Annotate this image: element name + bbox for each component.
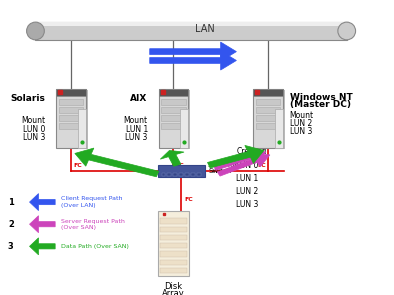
Text: LUN 3: LUN 3 — [290, 127, 312, 136]
FancyBboxPatch shape — [253, 88, 282, 148]
FancyBboxPatch shape — [161, 90, 190, 149]
Text: Windows NT: Windows NT — [290, 93, 352, 102]
Text: FC: FC — [184, 197, 193, 202]
Text: Mount: Mount — [124, 117, 148, 125]
Ellipse shape — [338, 22, 355, 40]
Text: 3: 3 — [8, 242, 14, 251]
Bar — [35, 22, 347, 26]
Text: Server Request Path
(Over SAN): Server Request Path (Over SAN) — [61, 219, 125, 230]
Text: 1: 1 — [8, 198, 14, 206]
FancyBboxPatch shape — [160, 235, 187, 240]
FancyBboxPatch shape — [56, 88, 85, 148]
FancyBboxPatch shape — [167, 173, 171, 176]
Text: SAN Hub/: SAN Hub/ — [208, 162, 241, 168]
Text: LAN: LAN — [195, 24, 215, 35]
Text: Mount: Mount — [290, 111, 314, 119]
FancyBboxPatch shape — [56, 88, 85, 96]
FancyBboxPatch shape — [256, 115, 281, 121]
Bar — [35, 22, 347, 40]
Text: (Master DC): (Master DC) — [290, 100, 351, 109]
FancyBboxPatch shape — [160, 227, 187, 232]
Polygon shape — [75, 148, 159, 177]
Polygon shape — [214, 150, 266, 170]
Polygon shape — [30, 216, 55, 233]
Ellipse shape — [26, 22, 44, 40]
FancyBboxPatch shape — [256, 123, 281, 129]
FancyBboxPatch shape — [58, 107, 84, 113]
FancyBboxPatch shape — [179, 173, 183, 176]
Text: Data Path (Over SAN): Data Path (Over SAN) — [61, 244, 129, 249]
FancyBboxPatch shape — [185, 173, 189, 176]
FancyBboxPatch shape — [160, 268, 187, 273]
Polygon shape — [150, 51, 236, 70]
FancyBboxPatch shape — [256, 99, 281, 105]
FancyBboxPatch shape — [275, 109, 282, 148]
FancyBboxPatch shape — [58, 115, 84, 121]
FancyBboxPatch shape — [161, 107, 186, 113]
FancyBboxPatch shape — [253, 88, 282, 96]
Polygon shape — [208, 145, 264, 168]
FancyBboxPatch shape — [158, 88, 188, 148]
Text: FC: FC — [73, 163, 82, 168]
Text: FC: FC — [175, 163, 184, 168]
FancyBboxPatch shape — [173, 173, 177, 176]
FancyBboxPatch shape — [161, 99, 186, 105]
FancyBboxPatch shape — [191, 173, 195, 176]
FancyBboxPatch shape — [158, 165, 205, 177]
FancyBboxPatch shape — [161, 123, 186, 129]
FancyBboxPatch shape — [255, 90, 284, 149]
Text: LUN 2: LUN 2 — [290, 119, 312, 128]
Text: Created
LUN 0
LUN 1
LUN 2
LUN 3: Created LUN 0 LUN 1 LUN 2 LUN 3 — [236, 148, 267, 209]
FancyBboxPatch shape — [58, 99, 84, 105]
FancyBboxPatch shape — [160, 260, 187, 265]
Text: Switch: Switch — [208, 168, 231, 174]
FancyBboxPatch shape — [160, 243, 187, 248]
FancyBboxPatch shape — [78, 109, 85, 148]
FancyBboxPatch shape — [256, 107, 281, 113]
Text: Disk: Disk — [164, 282, 182, 291]
FancyBboxPatch shape — [158, 88, 188, 96]
Text: LUN 3: LUN 3 — [23, 133, 45, 142]
Polygon shape — [160, 150, 184, 166]
FancyBboxPatch shape — [158, 211, 189, 276]
FancyBboxPatch shape — [161, 115, 186, 121]
FancyBboxPatch shape — [58, 90, 87, 149]
FancyBboxPatch shape — [160, 218, 187, 224]
FancyBboxPatch shape — [197, 173, 201, 176]
FancyBboxPatch shape — [180, 109, 188, 148]
Text: Array: Array — [162, 289, 185, 295]
Polygon shape — [217, 153, 270, 176]
Text: 2: 2 — [8, 220, 14, 229]
Text: Mount: Mount — [21, 117, 45, 125]
Text: AIX: AIX — [130, 94, 148, 103]
Text: Client Request Path
(Over LAN): Client Request Path (Over LAN) — [61, 196, 123, 208]
Text: FC: FC — [257, 163, 266, 168]
FancyBboxPatch shape — [160, 251, 187, 257]
Polygon shape — [30, 238, 55, 255]
Text: LUN 0: LUN 0 — [23, 125, 45, 134]
Text: LUN 1: LUN 1 — [126, 125, 148, 134]
Text: LUN 3: LUN 3 — [125, 133, 148, 142]
Polygon shape — [150, 42, 236, 61]
Text: Solaris: Solaris — [10, 94, 45, 103]
FancyBboxPatch shape — [162, 173, 165, 176]
FancyBboxPatch shape — [58, 123, 84, 129]
Polygon shape — [30, 194, 55, 211]
